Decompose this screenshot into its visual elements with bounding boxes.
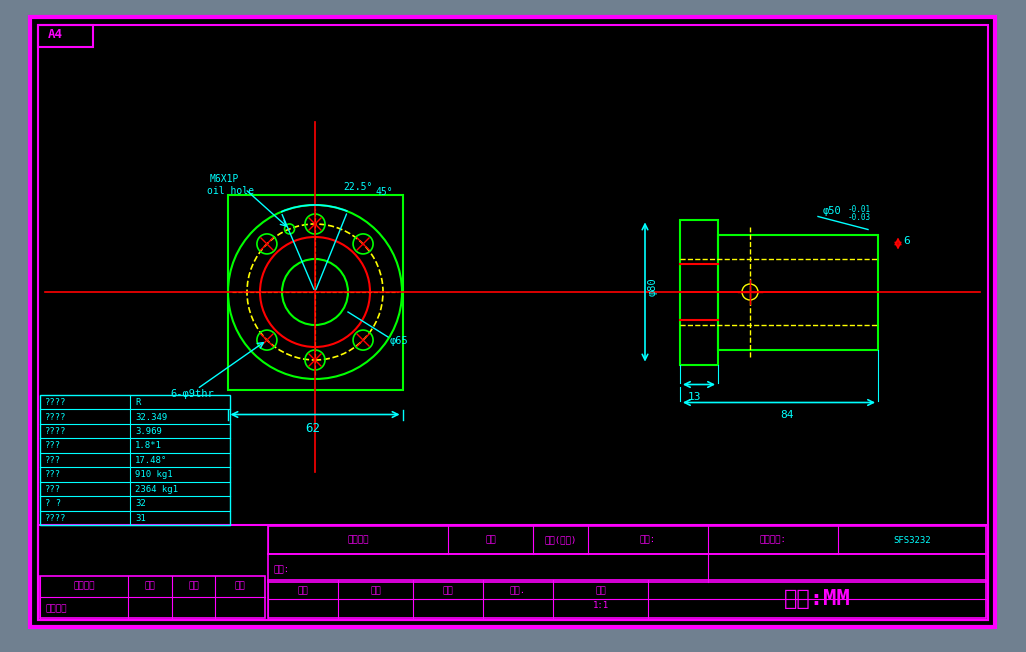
Bar [718,235,878,349]
Text: oil hole: oil hole [207,186,254,196]
Text: 客户确认: 客户确认 [45,604,67,614]
Text: ???: ??? [45,456,62,465]
Text: 32.349: 32.349 [135,413,167,422]
Text: 31: 31 [135,514,146,523]
Text: ? ?: ? ? [45,499,62,508]
Text: 13: 13 [688,391,702,402]
Text: 3.969: 3.969 [135,427,162,436]
Bar [38,525,988,620]
Text: 型号:: 型号: [640,536,656,545]
Text: -0.03: -0.03 [849,213,871,222]
Text: φ80: φ80 [648,278,658,297]
Text: 处数: 处数 [145,582,155,591]
Bar [680,220,718,364]
Text: 单位:MM: 单位:MM [784,589,851,609]
Text: 数量(单台): 数量(单台) [545,536,577,545]
Bar [40,576,265,618]
Text: 1:1: 1:1 [592,602,608,610]
Text: 比例: 比例 [595,586,606,595]
Bar [40,395,230,525]
Text: ????: ???? [45,427,67,436]
Bar [268,526,986,554]
Bar [268,554,986,582]
Text: 84: 84 [780,409,793,419]
Text: 视角.: 视角. [510,586,526,595]
Text: -0.01: -0.01 [849,205,871,215]
Text: 22.5°: 22.5° [343,182,372,192]
Text: 1.8*1: 1.8*1 [135,441,162,451]
Text: SFS3232: SFS3232 [894,536,931,545]
Text: 62: 62 [305,422,320,436]
Text: ???: ??? [45,485,62,494]
Text: 绘图: 绘图 [298,586,309,595]
Text: 45°: 45° [374,187,393,197]
Text: 32: 32 [135,499,146,508]
Text: 参考图号:: 参考图号: [759,536,787,545]
Text: R: R [135,398,141,407]
Text: 客户名称: 客户名称 [347,536,368,545]
Text: 签名: 签名 [235,582,245,591]
Text: 17.48°: 17.48° [135,456,167,465]
Text: M6X1P: M6X1P [210,174,239,184]
Text: A4: A4 [48,28,63,41]
Text: 审核: 审核 [442,586,453,595]
Text: ????: ???? [45,398,67,407]
Text: 2364 kg1: 2364 kg1 [135,485,177,494]
Text: 设计: 设计 [370,586,381,595]
Text: ???: ??? [45,470,62,479]
Text: ???: ??? [45,441,62,451]
Text: φ65: φ65 [390,336,408,346]
Text: 更改标记: 更改标记 [73,582,94,591]
Text: 日期: 日期 [188,582,199,591]
Text: ????: ???? [45,413,67,422]
Text: φ50: φ50 [823,207,841,216]
Text: 材料:: 材料: [273,565,289,574]
Text: 910 kg1: 910 kg1 [135,470,172,479]
Bar [228,194,402,389]
Text: 6: 6 [903,237,910,246]
Text: ????: ???? [45,514,67,523]
Text: 日期: 日期 [485,536,496,545]
Text: 6-φ9thr: 6-φ9thr [170,389,213,399]
Bar [38,25,93,47]
Bar [268,580,986,618]
